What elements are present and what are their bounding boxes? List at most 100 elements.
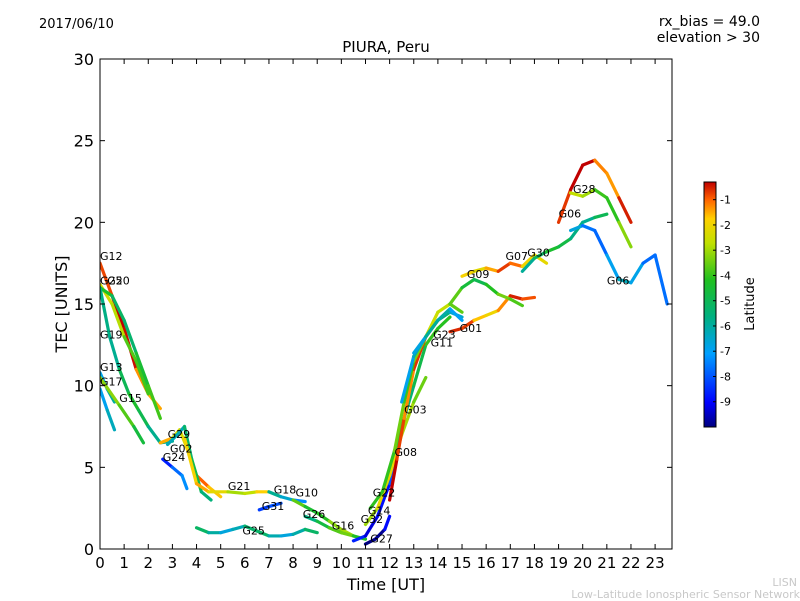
colorbar-tick-label: -5 xyxy=(720,295,731,308)
colorbar-tick-label: -7 xyxy=(720,345,731,358)
trace-segment xyxy=(593,158,609,175)
trace-segment xyxy=(556,188,573,224)
trace-segment xyxy=(194,482,211,494)
trace-segment xyxy=(532,250,549,260)
trace-segment xyxy=(508,297,524,308)
trace-segment xyxy=(400,354,416,404)
trace-segment xyxy=(100,286,112,339)
colorbar-gradient xyxy=(703,181,717,428)
colorbar: -1 -2 -3 -4 -5 -6 -7 -8 -9 Latitude xyxy=(703,181,758,428)
trace-segment xyxy=(146,424,162,445)
trace-segment xyxy=(279,495,295,502)
org-short: LISN xyxy=(772,576,797,589)
trace-segment xyxy=(137,408,150,429)
trace-segment xyxy=(424,318,440,339)
trace-segment xyxy=(395,416,406,461)
sat-label: G01 xyxy=(460,322,483,335)
sat-label: G06 xyxy=(607,274,630,287)
bias-info: rx_bias = 49.0 elevation > 30 xyxy=(657,14,760,46)
sat-label: G16 xyxy=(332,519,355,532)
trace-segment xyxy=(194,526,211,535)
trace-segment xyxy=(368,490,384,510)
sat-label: G26 xyxy=(303,508,326,521)
trace-segment xyxy=(165,433,179,447)
x-tick-label: 19 xyxy=(549,554,568,572)
trace-segment xyxy=(556,237,573,249)
rx-bias-label: rx_bias = 49.0 xyxy=(658,14,760,30)
trace-segment xyxy=(569,224,585,233)
x-tick-label: 2 xyxy=(143,554,153,572)
trace-segment xyxy=(375,482,392,518)
trace-segment xyxy=(508,294,524,301)
trace-segment xyxy=(243,490,259,496)
trace-segment xyxy=(170,465,184,478)
x-tick-label: 16 xyxy=(477,554,496,572)
series-g06 xyxy=(556,158,633,224)
trace-segment xyxy=(315,519,331,530)
sat-label: G32 xyxy=(361,513,384,526)
trace-segment xyxy=(267,501,283,509)
y-tick-label: 30 xyxy=(74,50,94,69)
trace-segment xyxy=(581,188,597,198)
trace-segment xyxy=(339,531,356,538)
series-g01 xyxy=(448,294,537,334)
colorbar-tick-label: -4 xyxy=(720,269,731,282)
trace-segment xyxy=(392,400,406,453)
sat-label: G18 xyxy=(274,483,297,496)
x-tick-label: 12 xyxy=(380,554,399,572)
series-g27 xyxy=(363,514,392,546)
x-tick-label: 4 xyxy=(192,554,202,572)
series-g20 xyxy=(100,286,162,420)
sat-label: G25 xyxy=(100,274,123,287)
x-tick-label: 22 xyxy=(621,554,640,572)
colorbar-tick-label: -3 xyxy=(720,244,731,257)
series-g09 xyxy=(448,277,524,308)
trace-segment xyxy=(617,196,633,224)
trace-segment xyxy=(436,315,452,331)
y-tick-label: 20 xyxy=(74,213,94,232)
x-tick-label: 21 xyxy=(597,554,616,572)
elevation-label: elevation > 30 xyxy=(656,30,760,46)
trace-segment xyxy=(436,302,452,314)
y-tick-label: 0 xyxy=(84,540,94,559)
trace-segment xyxy=(496,292,512,301)
x-tick-label: 17 xyxy=(501,554,520,572)
trace-segment xyxy=(472,266,488,273)
sat-label: G19 xyxy=(100,328,123,341)
trace-segment xyxy=(484,266,500,273)
trace-segment xyxy=(351,534,368,543)
trace-segment xyxy=(327,526,343,535)
trace-segment xyxy=(363,514,380,538)
trace-segment xyxy=(388,457,399,502)
series-g25b xyxy=(194,524,319,538)
trace-segment xyxy=(100,375,121,407)
trace-segment xyxy=(182,436,199,486)
trace-segment xyxy=(100,261,114,298)
trace-segment xyxy=(117,403,136,429)
sat-label: G11 xyxy=(431,336,454,349)
y-axis-label: TEC [UNITS] xyxy=(52,256,71,354)
series-g06b xyxy=(569,224,669,306)
trace-segment xyxy=(134,351,150,388)
trace-segment xyxy=(448,326,464,334)
colorbar-tick-label: -2 xyxy=(720,219,731,232)
trace-segment xyxy=(544,245,561,254)
trace-segment xyxy=(383,514,392,532)
trace-segment xyxy=(105,408,117,432)
x-tick-label: 15 xyxy=(452,554,471,572)
axes: 0 1 2 3 4 5 6 7 8 9 10 11 12 13 14 15 16 17 18 19 20 21 22 2305… xyxy=(74,50,672,572)
trace-segment xyxy=(363,537,377,546)
trace-segment xyxy=(520,295,537,301)
trace-segment xyxy=(581,158,597,167)
x-tick-label: 3 xyxy=(168,554,178,572)
trace-segment xyxy=(303,504,319,515)
x-tick-label: 20 xyxy=(573,554,592,572)
trace-segment xyxy=(605,171,621,200)
trace-segment xyxy=(520,253,537,269)
trace-segment xyxy=(460,277,476,290)
trace-segment xyxy=(641,253,657,265)
trace-segment xyxy=(448,307,464,322)
series-g31 xyxy=(257,501,283,512)
trace-segment xyxy=(373,527,387,541)
